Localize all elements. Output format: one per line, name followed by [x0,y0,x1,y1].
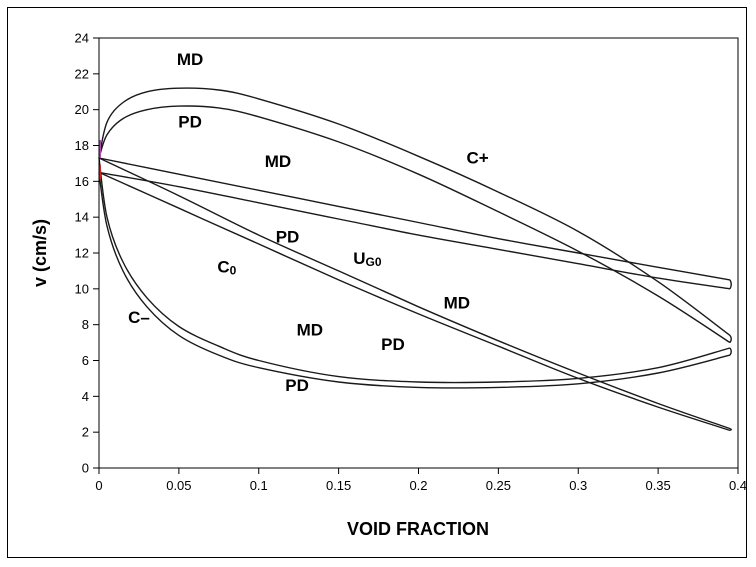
x-tick-label: 0.25 [486,478,511,493]
curve-c0-lower [98,171,731,432]
curve-c-lower [98,172,731,389]
region-label: PD [276,227,300,246]
curve-c-upper [98,87,731,336]
region-label: PD [381,335,405,354]
y-tick-label: 2 [82,425,89,440]
plot-lines [98,87,732,432]
region-label-subscript: G0 [366,255,382,269]
y-tick-label: 12 [75,246,89,261]
region-label-text: MD [297,320,323,339]
curve-ug0-lower [98,171,731,290]
curve-c-lower [98,105,731,344]
y-tick-label: 8 [82,317,89,332]
region-label: PD [178,113,202,132]
region-label: C– [128,308,150,327]
x-tick-label: 0.05 [166,478,191,493]
region-label: MD [265,152,291,171]
region-label-text: PD [381,335,405,354]
y-tick-label: 22 [75,66,89,81]
region-label: MD [177,50,203,69]
x-tick-label: 0.35 [645,478,670,493]
region-label-text: PD [178,113,202,132]
chart-svg: 0 0.05 0.1 0.15 0.2 0.25 0.3 0.35 0.402468101214… [30,31,748,540]
region-label-text: U [353,249,365,268]
y-tick-label: 0 [82,461,89,476]
y-tick-label: 10 [75,281,89,296]
region-label-text: MD [265,152,291,171]
curve-c0-upper [98,157,731,430]
x-tick-label: 0.3 [569,478,587,493]
x-tick-label: 0.4 [729,478,747,493]
y-tick-label: 16 [75,174,89,189]
curve-c-upper [98,157,731,384]
chart-annotations: MD PD MD C+ PD C0 UG0 MD C– MD PD PD [128,50,489,395]
y-tick-label: 6 [82,353,89,368]
region-label-text: C+ [466,148,488,167]
x-axis-title: VOID FRACTION [347,519,489,539]
x-tick-label: 0.2 [409,478,427,493]
curve-ug0-cap [729,279,732,290]
y-tick-label: 4 [82,389,89,404]
region-label-text: PD [276,227,300,246]
curve-ug0-upper [98,157,731,281]
region-label: PD [285,376,309,395]
curve-c-cap [729,347,732,356]
y-tick-label: 24 [75,31,89,46]
region-label-text: MD [177,50,203,69]
region-label-subscript: 0 [230,264,237,278]
curve-c0-cap [729,427,732,432]
region-label-text: C [217,258,229,277]
region-label: UG0 [353,249,382,269]
region-label: C+ [466,148,488,167]
chart-frame: 0 0.05 0.1 0.15 0.2 0.25 0.3 0.35 0.4 0 2 4 6 8 10 12 14… [7,7,747,558]
x-tick-label: 0.1 [250,478,268,493]
region-label: C0 [217,258,236,278]
x-tick-label: 0.15 [326,478,351,493]
axis-ticks: 0 0.05 0.1 0.15 0.2 0.25 0.3 0.35 0.402468101214… [75,31,748,494]
region-label: MD [297,320,323,339]
y-tick-label: 14 [75,210,89,225]
curve-c-cap [729,335,732,343]
y-tick-label: 18 [75,138,89,153]
region-label-text: C– [128,308,150,327]
plot-area [98,37,739,469]
x-tick-label: 0 [95,478,102,493]
region-label: MD [444,294,470,313]
y-tick-label: 20 [75,102,89,117]
region-label-text: PD [285,376,309,395]
y-axis-title: v (cm/s) [30,219,50,287]
region-label-text: MD [444,294,470,313]
